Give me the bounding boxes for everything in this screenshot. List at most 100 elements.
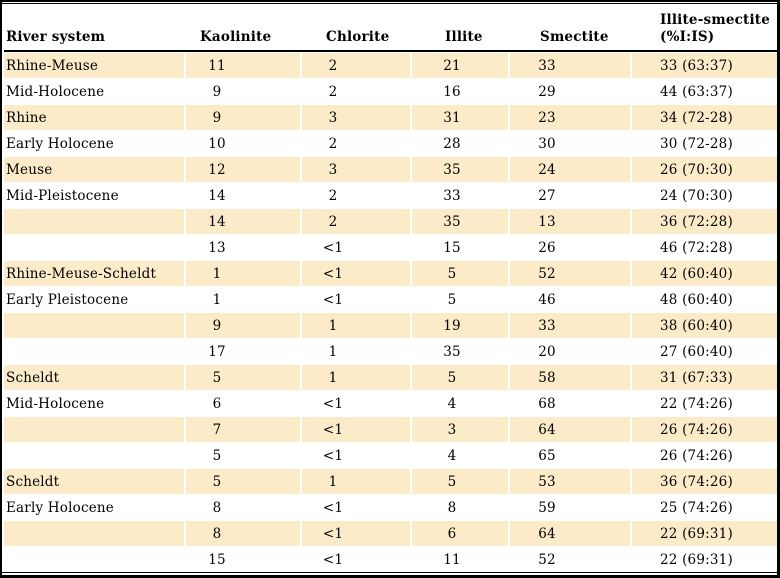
table-body: Rhine-Meuse 11 2 21 33 33 (63:37) Mid-Holocene… [4,52,777,572]
table-row: Early Holocene 10 2 28 30 30 (72-28) [4,131,777,156]
numeric-value: 4 [447,447,457,464]
column-header-smectite: Smectite [540,29,609,46]
cell-river-system [4,443,184,468]
numeric-value: 19 [443,317,461,334]
cell-kaolinite: 5 [186,365,300,390]
cell-kaolinite: 9 [186,313,300,338]
numeric-value: 9 [212,109,222,126]
column-header-illite-smectite-line1: Illite-smectite [660,12,771,29]
numeric-value: 58 [538,369,556,386]
bottom-double-rule [2,572,777,578]
numeric-value: 1 [328,369,338,386]
numeric-value: 68 [538,395,556,412]
cell-illite: 16 [412,79,508,104]
cell-kaolinite: 8 [186,521,300,546]
cell-illite-smectite: 26 (70:30) [632,157,777,182]
numeric-value: 35 [443,161,461,178]
numeric-value: 33 [538,317,556,334]
cell-smectite: 29 [510,79,630,104]
cell-chlorite: 1 [302,365,410,390]
cell-chlorite: <1 [302,417,410,442]
cell-smectite: 33 [510,313,630,338]
numeric-value: 20 [538,343,556,360]
numeric-value: 64 [538,525,556,542]
cell-illite-smectite: 36 (72:28) [632,209,777,234]
cell-smectite: 59 [510,495,630,520]
table-row: Early Holocene 8 <1 8 59 25 (74:26) [4,495,777,520]
numeric-value: 7 [212,421,222,438]
numeric-value: 12 [208,161,226,178]
table-row: Scheldt 5 1 5 53 36 (74:26) [4,469,777,494]
numeric-value: <1 [322,265,344,282]
numeric-value: 15 [443,239,461,256]
numeric-value: 5 [447,473,457,490]
numeric-value: 52 [538,551,556,568]
cell-kaolinite: 1 [186,287,300,312]
cell-chlorite: <1 [302,391,410,416]
cell-river-system: Scheldt [4,365,184,390]
cell-chlorite: <1 [302,235,410,260]
numeric-value: 13 [208,239,226,256]
column-header-illite: Illite [445,29,483,46]
cell-illite-smectite: 25 (74:26) [660,499,733,516]
numeric-value: 3 [447,421,457,438]
cell-kaolinite: 13 [186,235,300,260]
cell-kaolinite: 5 [186,469,300,494]
numeric-value: <1 [322,499,344,516]
table-row: Rhine-Meuse-Scheldt 1 <1 5 52 42 (60:40) [4,261,777,286]
cell-illite-smectite: 42 (60:40) [632,261,777,286]
table-row: Rhine 9 3 31 23 34 (72-28) [4,105,777,130]
cell-kaolinite: 1 [186,261,300,286]
cell-illite-smectite: 24 (70:30) [660,187,733,204]
numeric-value: 5 [447,291,457,308]
cell-illite-smectite: 22 (74:26) [660,395,733,412]
cell-kaolinite: 14 [186,209,300,234]
cell-smectite: 64 [510,417,630,442]
cell-chlorite: <1 [302,547,410,572]
table-header-row: River system Kaolinite Chlorite Illite S… [4,4,777,52]
cell-chlorite: 1 [302,339,410,364]
cell-smectite: 27 [510,183,630,208]
numeric-value: 13 [538,213,556,230]
cell-illite: 21 [412,53,508,78]
cell-kaolinite: 8 [186,495,300,520]
numeric-value: 9 [212,317,222,334]
table-row: 7 <1 3 64 26 (74:26) [4,417,777,442]
cell-smectite: 52 [510,261,630,286]
numeric-value: 1 [328,317,338,334]
cell-illite: 31 [412,105,508,130]
column-header-illite-smectite-line2: (%I:IS) [660,29,715,46]
cell-smectite: 24 [510,157,630,182]
cell-river-system [4,547,184,572]
cell-illite: 28 [412,131,508,156]
cell-river-system [4,313,184,338]
numeric-value: 5 [212,447,222,464]
numeric-value: 27 [538,187,556,204]
numeric-value: 8 [212,499,222,516]
numeric-value: 14 [208,213,226,230]
cell-river-system: Mid-Pleistocene [6,187,119,204]
cell-illite: 35 [412,339,508,364]
cell-illite: 33 [412,183,508,208]
cell-kaolinite: 5 [186,443,300,468]
cell-illite-smectite: 22 (69:31) [660,551,733,568]
numeric-value: 23 [538,109,556,126]
numeric-value: <1 [322,525,344,542]
numeric-value: 6 [212,395,222,412]
numeric-value: 8 [212,525,222,542]
numeric-value: 5 [447,369,457,386]
cell-chlorite: 2 [302,209,410,234]
table-row: Rhine-Meuse 11 2 21 33 33 (63:37) [4,53,777,78]
cell-illite: 11 [412,547,508,572]
column-header-chlorite: Chlorite [326,29,390,46]
cell-river-system: Meuse [4,157,184,182]
table-row: Mid-Holocene 9 2 16 29 44 (63:37) [4,79,777,104]
numeric-value: 9 [212,83,222,100]
numeric-value: 26 [538,239,556,256]
cell-illite: 5 [412,261,508,286]
cell-smectite: 13 [510,209,630,234]
numeric-value: 31 [443,109,461,126]
cell-chlorite: 1 [302,313,410,338]
numeric-value: 10 [208,135,226,152]
